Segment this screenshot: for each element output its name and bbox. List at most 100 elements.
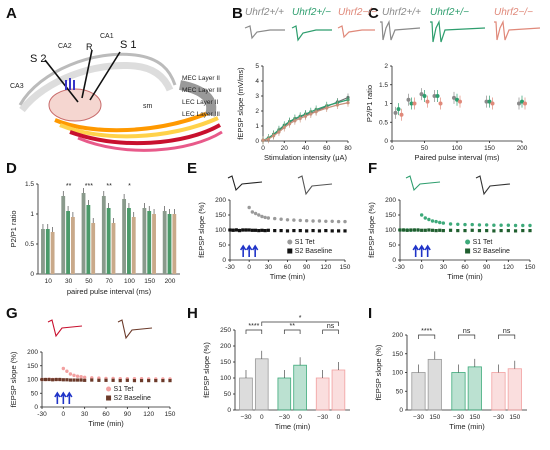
significance-bracket <box>458 334 476 339</box>
data-point <box>253 211 258 216</box>
ltp-trace-f2 <box>475 175 511 196</box>
panel-label-i: I <box>368 305 372 322</box>
stimulus-arrow <box>66 391 73 404</box>
y-tick-label: 3 <box>255 93 259 100</box>
x-tick-label: 100 <box>124 278 135 285</box>
data-point <box>470 222 474 227</box>
significance-marker: * <box>128 183 131 190</box>
data-point <box>448 222 453 226</box>
region-ca2: CA2 <box>58 43 72 50</box>
ltp-trace-e1 <box>227 175 263 192</box>
ltp-trace-g1 <box>47 319 83 338</box>
chart-c: 0 0.5 1 1.5 2 P2/P1 ratio 0 50 100 150 200 Paired p… <box>365 63 528 162</box>
bar <box>315 377 330 411</box>
x-axis-label: paired pulse interval (ms) <box>67 287 152 296</box>
legend-label: S1 Tet <box>473 239 493 246</box>
x-tick-label: 80 <box>344 145 352 152</box>
data-point <box>458 99 462 104</box>
data-point <box>399 112 404 117</box>
bar <box>86 205 91 274</box>
data-point <box>314 110 318 114</box>
data-point <box>247 228 251 232</box>
y-axis-label: P2/P1 ratio <box>365 85 374 122</box>
y-tick-label: 50 <box>224 391 232 398</box>
y-tick-label: 150 <box>220 359 231 366</box>
y-tick-label: 150 <box>27 363 38 370</box>
data-point <box>317 229 322 233</box>
data-point <box>309 112 313 116</box>
y-tick-label: 200 <box>392 332 403 339</box>
region-r: R <box>86 42 93 52</box>
x-tick-label: 120 <box>320 264 331 271</box>
trace-het <box>291 25 332 42</box>
data-point <box>260 214 264 219</box>
legend-marker <box>465 248 471 254</box>
data-point <box>90 378 94 382</box>
y-tick-label: 0 <box>255 138 259 145</box>
data-point <box>58 377 62 382</box>
data-point <box>520 99 524 104</box>
x-tick-label: −30 <box>493 414 504 421</box>
x-tick-label: 150 <box>509 414 520 421</box>
x-tick-label: 0 <box>260 414 264 421</box>
significance-marker: ns <box>503 328 511 335</box>
x-tick-label: 200 <box>165 278 176 285</box>
y-tick-label: 1 <box>384 101 388 108</box>
x-tick-label: 100 <box>452 145 463 152</box>
data-point <box>161 379 165 383</box>
data-point <box>432 94 437 98</box>
x-tick-label: 70 <box>106 278 114 285</box>
data-point <box>477 229 482 233</box>
data-point <box>111 378 115 382</box>
y-tick-label: 0 <box>30 271 34 278</box>
bar <box>106 208 111 274</box>
y-axis-label: fEPSP slope (%) <box>9 351 18 407</box>
y-axis-label: fEPSP slope (%) <box>367 202 376 258</box>
significance-bracket <box>283 329 301 334</box>
x-tick-label: 0 <box>62 411 66 418</box>
data-point <box>287 122 292 126</box>
ca-pyramidal-layer <box>18 52 177 106</box>
data-point <box>72 373 76 378</box>
data-point <box>61 378 65 382</box>
lec-layer-ii-path <box>69 123 221 146</box>
bar <box>451 372 466 411</box>
significance-marker: ** <box>66 183 72 190</box>
data-point <box>311 219 315 223</box>
panel-label-d: D <box>6 160 17 177</box>
significance-marker: **** <box>248 323 259 330</box>
bar <box>293 364 307 411</box>
panel-c-traces <box>380 19 541 43</box>
layer-lec-iii: LEC Layer III <box>182 111 220 118</box>
data-point <box>405 228 409 232</box>
bar <box>111 223 116 274</box>
data-point <box>427 217 431 222</box>
stimulus-arrow <box>60 391 67 404</box>
data-point <box>324 219 328 223</box>
data-point <box>118 379 122 383</box>
legend-label: S2 Baseline <box>114 395 151 402</box>
data-point <box>398 228 402 232</box>
data-point <box>285 218 290 222</box>
data-point <box>430 228 435 232</box>
electrode-s2 <box>44 59 79 103</box>
legend-marker <box>287 239 293 245</box>
data-point <box>455 97 459 102</box>
y-tick-label: 100 <box>27 377 38 384</box>
data-point <box>435 94 440 98</box>
bar <box>142 208 147 274</box>
data-point <box>487 99 492 104</box>
data-point <box>40 377 44 382</box>
x-tick-label: −30 <box>317 414 328 421</box>
x-axis-label: Time (min) <box>88 419 124 428</box>
data-point <box>419 92 424 97</box>
significance-marker: ns <box>327 323 335 330</box>
data-point <box>54 377 58 382</box>
data-point <box>266 228 270 232</box>
data-point <box>279 229 283 233</box>
data-point <box>273 229 277 233</box>
x-tick-label: 60 <box>461 264 469 271</box>
data-point <box>438 101 443 106</box>
